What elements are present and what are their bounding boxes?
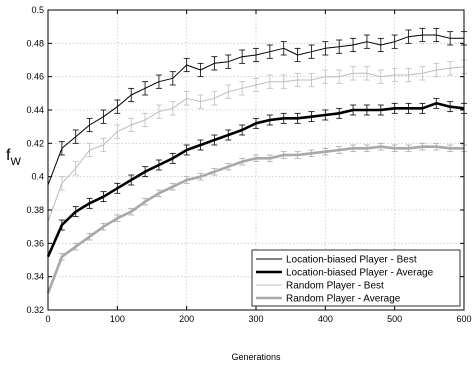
- series-3: [47, 59, 467, 222]
- y-tick-label: 0.5: [31, 5, 44, 15]
- y-tick-label: 0.48: [26, 38, 44, 48]
- y-axis-label-main: f: [6, 147, 11, 164]
- legend: Location-biased Player - Best Location-bi…: [251, 249, 461, 307]
- x-tick-label: 300: [248, 314, 263, 324]
- tick-layer: 0 100 200 300 400 500 600 0.32 0.34 0.36 0.38 0.4 0.…: [26, 5, 471, 324]
- series-4: [46, 142, 467, 294]
- x-axis-label: Generations: [231, 352, 281, 362]
- y-tick-label: 0.4: [31, 172, 44, 182]
- y-tick-label: 0.46: [26, 72, 44, 82]
- series-1: [47, 27, 467, 186]
- legend-entry: Location-biased Player - Average: [286, 268, 434, 279]
- x-tick-label: 200: [179, 314, 194, 324]
- x-tick-label: 600: [456, 314, 471, 324]
- y-tick-label: 0.32: [26, 305, 44, 315]
- x-tick-label: 400: [318, 314, 333, 324]
- x-tick-label: 500: [387, 314, 402, 324]
- legend-entry: Location-biased Player - Best: [286, 255, 417, 266]
- x-tick-label: 0: [45, 314, 50, 324]
- series-line: [47, 34, 464, 186]
- legend-entry: Random Player - Average: [286, 294, 401, 305]
- y-axis-label-subscript: W: [10, 156, 21, 168]
- y-tick-label: 0.34: [26, 272, 44, 282]
- series-line: [47, 66, 465, 222]
- series-line: [46, 102, 465, 258]
- y-tick-label: 0.44: [26, 105, 44, 115]
- y-tick-label: 0.38: [26, 205, 44, 215]
- legend-entry: Random Player - Best: [286, 281, 384, 292]
- y-axis-label: fW: [6, 147, 21, 168]
- y-tick-label: 0.42: [26, 138, 44, 148]
- series-layer: [46, 27, 467, 294]
- series-line: [46, 145, 464, 294]
- series-2: [46, 97, 467, 258]
- x-tick-label: 100: [110, 314, 125, 324]
- y-tick-label: 0.36: [26, 238, 44, 248]
- legend-box: [251, 249, 461, 307]
